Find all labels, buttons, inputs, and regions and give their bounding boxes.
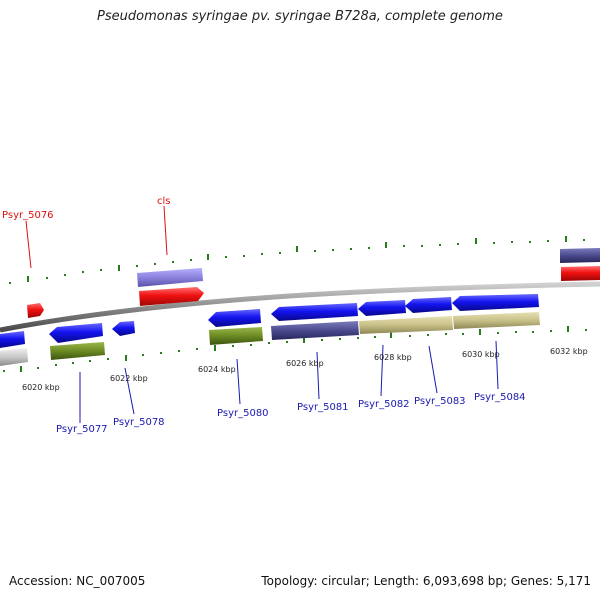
cds-Psyr_5077-bar[interactable] [50,342,105,360]
forward-features [27,248,600,318]
gene-left-edge-arrow[interactable] [0,331,25,348]
kbp-label: 6024 kbp [198,365,236,374]
gene-label-cls[interactable]: cls [157,196,171,207]
genome-title: Pseudomonas syringae pv. syringae B728a,… [97,9,503,24]
gene-Psyr_5081-arrow[interactable] [271,303,358,321]
gene-label-Psyr_5081[interactable]: Psyr_5081 [297,402,349,413]
kbp-label: 6032 kbp [550,347,588,356]
kbp-label: 6020 kbp [22,383,60,392]
cds-cls-bar[interactable] [137,268,203,287]
kbp-label: 6030 kbp [462,350,500,359]
gene-Psyr_5076-arrow[interactable] [27,303,44,318]
upper-ticks [9,236,585,284]
cds-Psyr_5084-bar[interactable] [453,312,540,329]
reverse-features [0,294,540,366]
gene-Psyr_5077-arrow[interactable] [49,323,103,343]
gene-cls-arrow[interactable] [139,287,204,306]
gene-label-Psyr_5078[interactable]: Psyr_5078 [113,417,165,428]
gene-Psyr_5082-arrow[interactable] [358,300,406,316]
cds-left-edge-bar[interactable] [0,348,28,366]
gene-Psyr_5080-arrow[interactable] [208,309,261,327]
gene-right-edge-arrow[interactable] [561,266,600,281]
accession-text: Accession: NC_007005 [9,574,146,588]
cds-Psyr_5082-bar[interactable] [359,316,453,334]
gene-label-Psyr_5076[interactable]: Psyr_5076 [2,210,54,221]
kbp-label: 6026 kbp [286,359,324,368]
kbp-label: 6022 kbp [110,374,148,383]
genome-backbone [0,281,600,333]
lower-ticks [3,326,587,372]
gene-label-Psyr_5080[interactable]: Psyr_5080 [217,408,269,419]
topology-summary: Topology: circular; Length: 6,093,698 bp… [261,574,591,588]
gene-Psyr_5084-arrow[interactable] [452,294,539,311]
gene-Psyr_5078-arrow[interactable] [112,321,135,336]
kbp-label: 6028 kbp [374,353,412,362]
gene-Psyr_5083-arrow[interactable] [405,297,452,313]
cds-Psyr_5081-bar[interactable] [271,321,359,340]
cds-right-edge-bar[interactable] [560,248,600,263]
gene-label-Psyr_5077[interactable]: Psyr_5077 [56,424,108,435]
gene-label-Psyr_5083[interactable]: Psyr_5083 [414,396,466,407]
gene-labels: Psyr_5076 cls Psyr_5077 Psyr_5078 Psyr_5… [2,196,526,435]
kbp-labels: 6020 kbp 6022 kbp 6024 kbp 6026 kbp 6028… [22,347,588,392]
label-leaders [25,205,499,423]
gene-label-Psyr_5084[interactable]: Psyr_5084 [474,392,526,403]
cds-Psyr_5080-bar[interactable] [209,327,263,345]
gene-label-Psyr_5082[interactable]: Psyr_5082 [358,399,410,410]
